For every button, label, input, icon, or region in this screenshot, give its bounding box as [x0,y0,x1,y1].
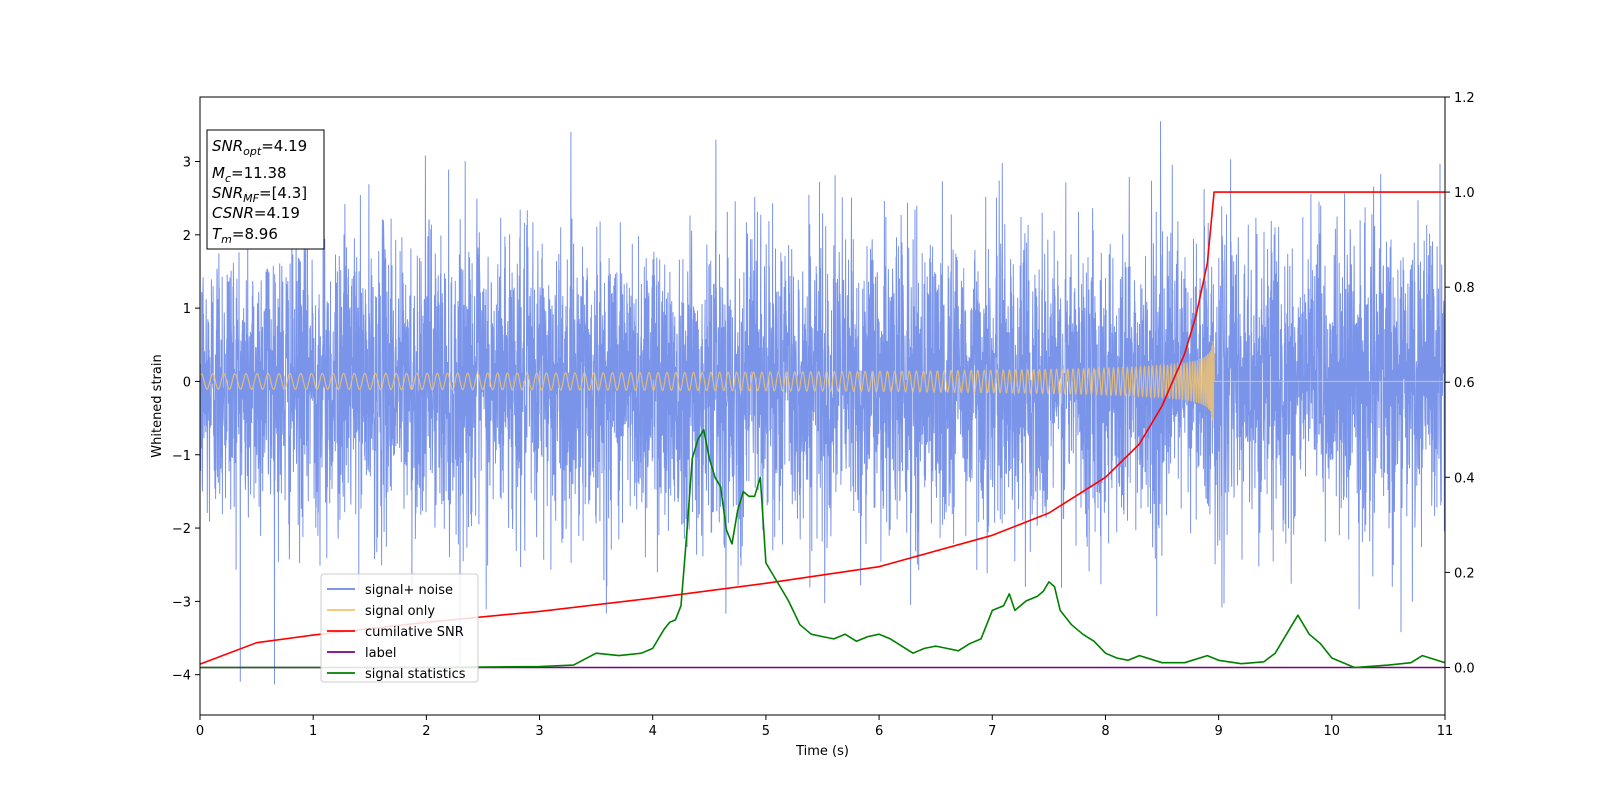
y-right-tick-label: 0.6 [1454,376,1475,391]
info-csnr: CSNR=4.19 [212,204,300,222]
legend-entry: signal only [365,604,435,619]
plot-frame [199,96,1446,716]
series-signal-statistics [200,429,1445,669]
info-snr-mf: SNRMF=[4.3] [212,184,307,205]
y-right-tick-label: 1.0 [1454,186,1475,201]
info-mc: Mc=11.38 [212,164,287,185]
x-tick-label: 10 [1324,724,1341,739]
x-tick-label: 9 [1214,724,1222,739]
x-tick-label: 4 [649,724,657,739]
y-left-tick-label: 3 [183,156,191,171]
y-left-tick-label: −2 [172,522,191,537]
x-tick-label: 5 [762,724,770,739]
x-tick-label: 7 [988,724,996,739]
series-signal-noise [200,121,1445,685]
x-tick-label: 1 [309,724,317,739]
y-left-tick-label: 1 [183,302,191,317]
legend: signal+ noise signal only cumilative SNR la… [320,573,479,683]
legend-entry: cumilative SNR [365,625,464,640]
y-right-tick-label: 0.0 [1454,661,1475,676]
info-tm: Tm=8.96 [212,225,278,246]
y-axis-left: 3 2 1 0 −1 −2 −3 −4 [172,156,200,684]
x-tick-label: 2 [422,724,430,739]
x-tick-label: 6 [875,724,883,739]
legend-entry: signal+ noise [365,583,453,598]
info-box-frame [206,129,325,250]
x-tick-label: 8 [1101,724,1109,739]
y-left-tick-label: 0 [183,375,191,390]
series-signal-only [200,341,1445,428]
y-right-tick-label: 1.2 [1454,91,1475,106]
info-snr-opt: SNRopt=4.19 [212,137,307,158]
y-left-tick-label: −1 [172,449,191,464]
y-right-tick-label: 0.2 [1454,566,1475,581]
y-axis-right: 1.2 1.0 0.8 0.6 0.4 0.2 0.0 [1445,91,1475,676]
info-box: SNRopt=4.19 Mc=11.38 SNRMF=[4.3] CSNR=4.… [206,129,325,250]
y-axis-label: Whitened strain [150,354,165,457]
x-axis: 0 1 2 3 4 5 6 7 8 9 10 11 [196,715,1453,739]
y-left-tick-label: −3 [172,595,191,610]
x-tick-label: 0 [196,724,204,739]
y-right-tick-label: 0.8 [1454,281,1475,296]
y-left-tick-label: −4 [172,669,191,684]
legend-entry: signal statistics [365,667,466,682]
x-tick-label: 3 [535,724,543,739]
legend-entry: label [365,646,396,661]
y-left-tick-label: 2 [183,229,191,244]
legend-frame [320,573,479,683]
x-axis-label: Time (s) [795,744,849,759]
x-tick-label: 11 [1437,724,1454,739]
y-right-tick-label: 0.4 [1454,471,1475,486]
